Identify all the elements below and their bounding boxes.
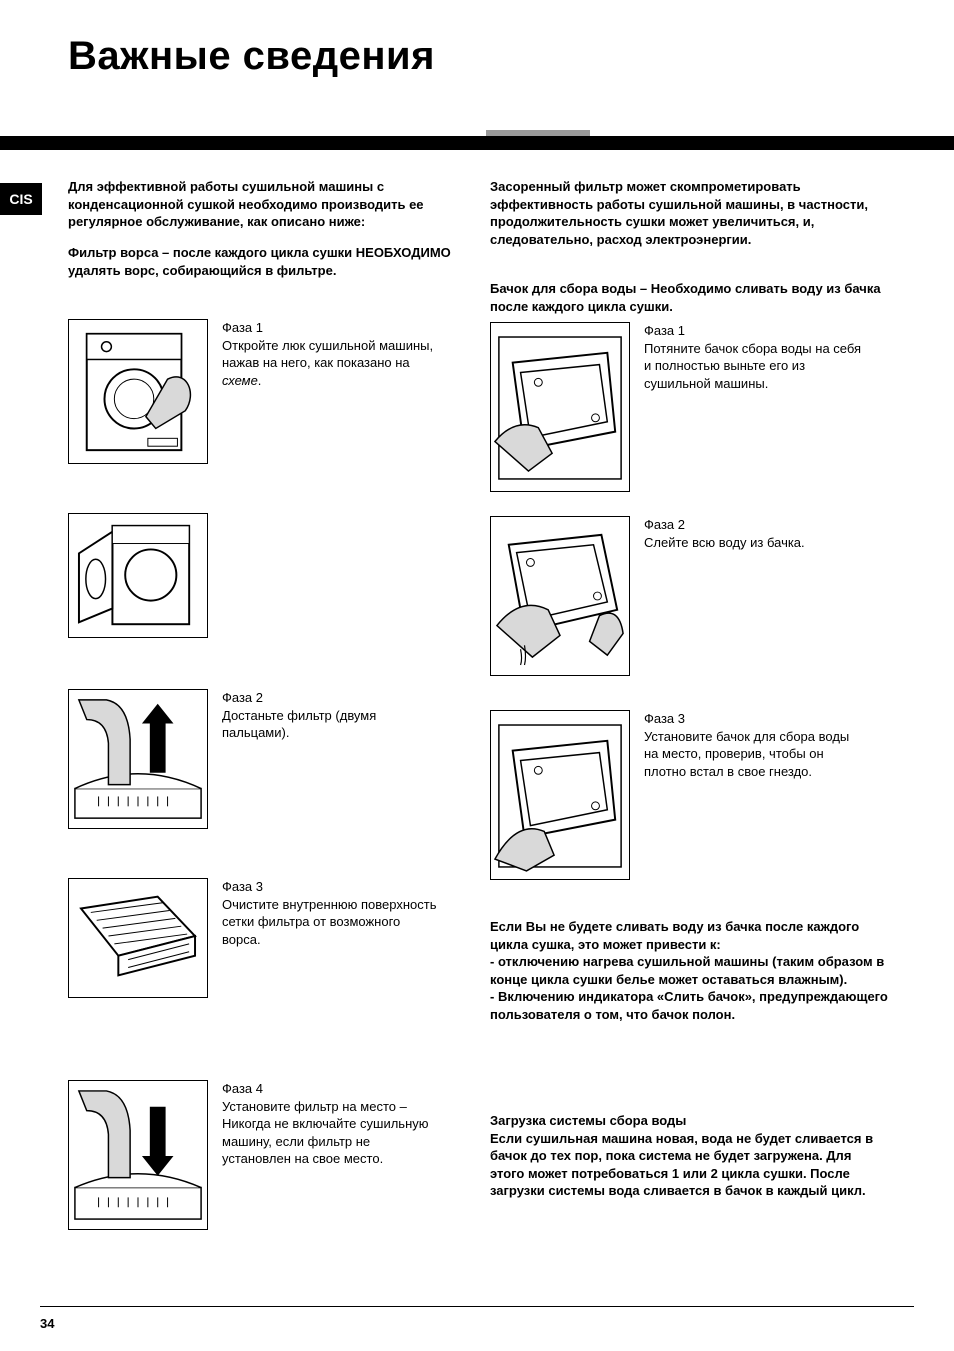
- step-body-tail: .: [258, 373, 262, 388]
- consequence-paragraph: Если Вы не будете сливать воду из бачка …: [490, 918, 888, 1023]
- left-step-3-text: Фаза 3 Очистите внутреннюю поверхность с…: [222, 878, 442, 998]
- drain-tank-icon: [491, 517, 629, 675]
- figure-door-open: [68, 513, 208, 638]
- right-tank-note: Бачок для сбора воды – Необходимо сливат…: [490, 280, 888, 315]
- clean-filter-icon: [69, 879, 207, 997]
- remove-filter-icon: [69, 690, 207, 828]
- right-step-1: Фаза 1 Потяните бачок сбора воды на себя…: [490, 322, 864, 492]
- language-badge: CIS: [0, 183, 42, 215]
- figure-open-door: [68, 319, 208, 464]
- step-body: Установите фильтр на место – Никогда не …: [222, 1099, 429, 1167]
- reinstall-filter-icon: [69, 1081, 207, 1229]
- dryer-door-open-icon: [69, 514, 207, 637]
- step-body: Очистите внутреннюю поверхность сетки фи…: [222, 897, 436, 947]
- step-body: Потяните бачок сбора воды на себя и полн…: [644, 341, 861, 391]
- left-step-2: Фаза 2 Достаньте фильтр (двумя пальцами)…: [68, 689, 442, 829]
- left-step-1: Фаза 1 Откройте люк сушильной машины, на…: [68, 319, 442, 464]
- tank-paragraph: Бачок для сбора воды – Необходимо сливат…: [490, 280, 888, 315]
- step-label: Фаза 4: [222, 1080, 442, 1098]
- left-intro: Для эффективной работы сушильной машины …: [68, 178, 466, 231]
- accent-bar-black: [0, 136, 954, 150]
- figure-clean-filter: [68, 878, 208, 998]
- step-label: Фаза 3: [222, 878, 442, 896]
- step-body: Откройте люк сушильной машины, нажав на …: [222, 338, 433, 371]
- left-filter-note: Фильтр ворса – после каждого цикла сушки…: [68, 244, 466, 279]
- step-label: Фаза 2: [222, 689, 442, 707]
- left-step-4-text: Фаза 4 Установите фильтр на место – Нико…: [222, 1080, 442, 1230]
- clog-paragraph: Засоренный фильтр может скомпрометироват…: [490, 178, 888, 248]
- page-number: 34: [40, 1316, 54, 1331]
- system-body: Если сушильная машина новая, вода не буд…: [490, 1130, 888, 1200]
- intro-paragraph: Для эффективной работы сушильной машины …: [68, 178, 466, 231]
- page-title: Важные сведения: [68, 34, 435, 79]
- system-title: Загрузка системы сбора воды: [490, 1112, 888, 1130]
- step-body: Достаньте фильтр (двумя пальцами).: [222, 708, 376, 741]
- step-body: Установите бачок для сбора воды на место…: [644, 729, 849, 779]
- left-step-2-text: Фаза 2 Достаньте фильтр (двумя пальцами)…: [222, 689, 442, 829]
- step-label: Фаза 3: [644, 710, 864, 728]
- right-system: Загрузка системы сбора воды Если сушильн…: [490, 1112, 888, 1200]
- left-step-1b: [68, 513, 208, 638]
- footer-rule: [40, 1306, 914, 1307]
- dryer-open-door-icon: [69, 320, 207, 463]
- right-step-2: Фаза 2 Слейте всю воду из бачка.: [490, 516, 805, 676]
- step-label: Фаза 2: [644, 516, 805, 534]
- left-step-4: Фаза 4 Установите фильтр на место – Нико…: [68, 1080, 442, 1230]
- right-consequence: Если Вы не будете сливать воду из бачка …: [490, 918, 888, 1023]
- figure-drain-tank: [490, 516, 630, 676]
- step-body: Слейте всю воду из бачка.: [644, 535, 805, 550]
- pull-tank-icon: [491, 323, 629, 491]
- right-clog: Засоренный фильтр может скомпрометироват…: [490, 178, 888, 248]
- right-step-1-text: Фаза 1 Потяните бачок сбора воды на себя…: [644, 322, 864, 492]
- right-step-2-text: Фаза 2 Слейте всю воду из бачка.: [644, 516, 805, 676]
- step-label: Фаза 1: [644, 322, 864, 340]
- reinsert-tank-icon: [491, 711, 629, 879]
- right-step-3-text: Фаза 3 Установите бачок для сбора воды н…: [644, 710, 864, 880]
- right-step-3: Фаза 3 Установите бачок для сбора воды н…: [490, 710, 864, 880]
- figure-remove-filter: [68, 689, 208, 829]
- figure-reinsert-tank: [490, 710, 630, 880]
- filter-paragraph: Фильтр ворса – после каждого цикла сушки…: [68, 244, 466, 279]
- left-step-1-text: Фаза 1 Откройте люк сушильной машины, на…: [222, 319, 442, 464]
- step-label: Фаза 1: [222, 319, 442, 337]
- step-body-italic: схеме: [222, 373, 258, 388]
- left-step-3: Фаза 3 Очистите внутреннюю поверхность с…: [68, 878, 442, 998]
- figure-pull-tank: [490, 322, 630, 492]
- figure-reinstall-filter: [68, 1080, 208, 1230]
